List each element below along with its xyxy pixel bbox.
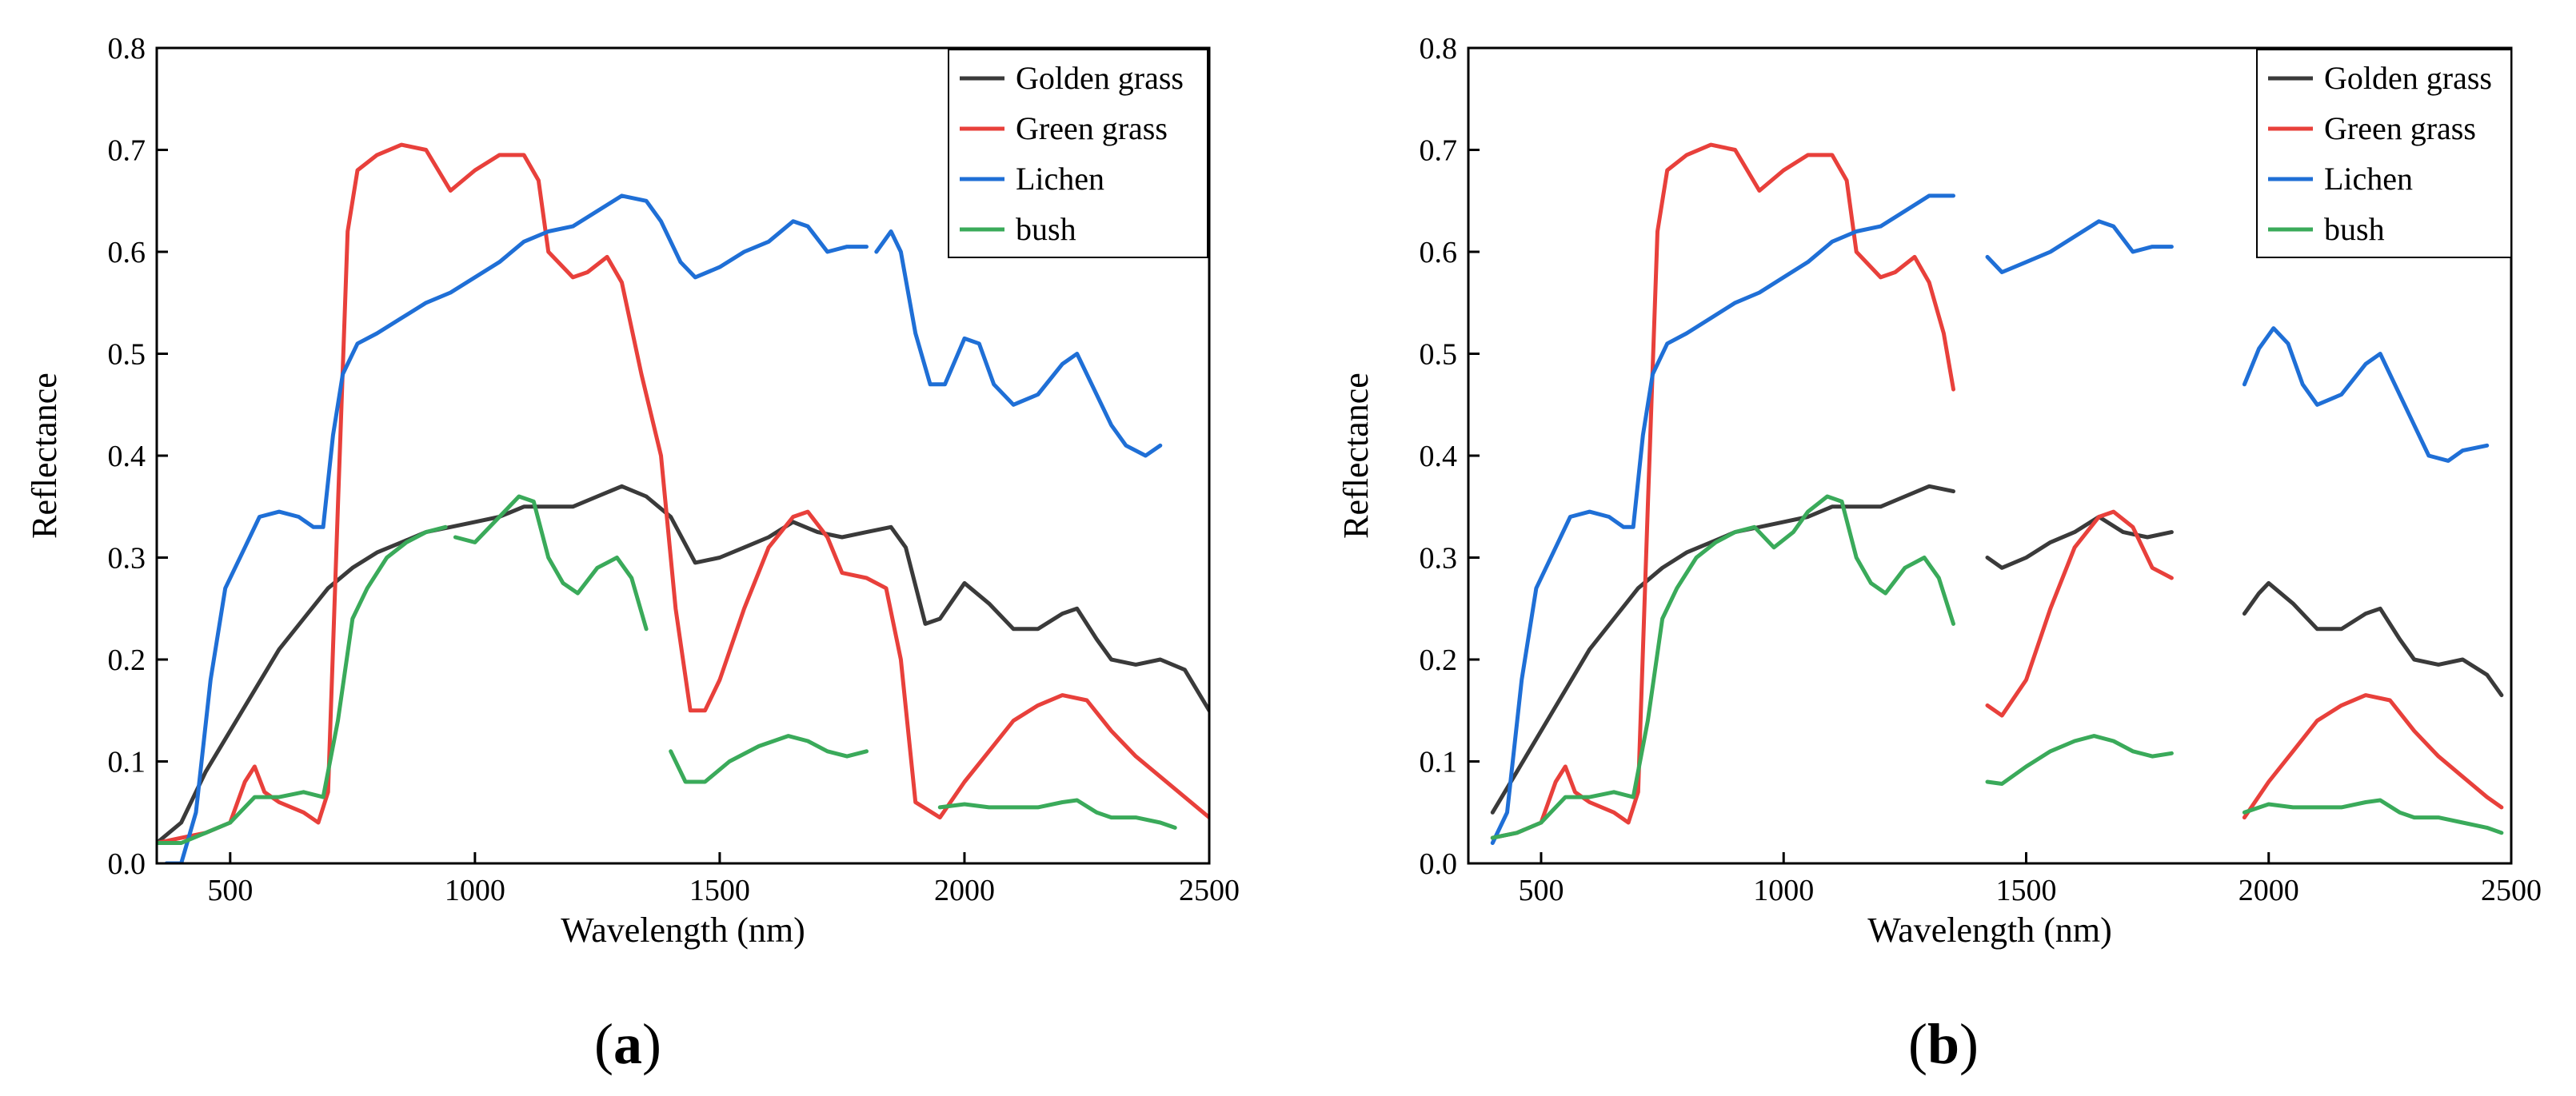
y-tick-label: 0.7: [108, 134, 146, 168]
x-tick-label: 2000: [2239, 874, 2299, 907]
series-line-bush-seg-3: [937, 798, 1177, 830]
x-tick-label: 2500: [1179, 874, 1240, 907]
y-tick-label: 0.0: [108, 847, 146, 881]
x-tick-label: 500: [1518, 874, 1564, 907]
y-tick-label: 0.8: [1420, 32, 1458, 66]
y-tick-label: 0.1: [1420, 746, 1458, 779]
series-line-lichen-seg-0: [1490, 193, 1955, 845]
y-tick-label: 0.0: [1420, 847, 1458, 881]
chart-panel-b: 0.0 0.1 0.2 0.3 0.4 0.5 0.6 0.7 0.8 500 1000 1500 20…: [1336, 32, 2542, 1076]
panel-label-letter: b: [1927, 1012, 1959, 1076]
x-tick-label: 1000: [445, 874, 505, 907]
y-axis-title: Reflectance: [25, 373, 64, 539]
y-tick-label: 0.7: [1420, 134, 1458, 168]
series-line-bush-seg-0: [157, 524, 448, 845]
x-tick-label: 2500: [2481, 874, 2542, 907]
x-tick-label: 2000: [934, 874, 995, 907]
panel-label: (b): [1908, 1012, 1979, 1076]
legend-entry: Golden grass: [2324, 60, 2492, 96]
y-tick-label: 0.6: [1420, 236, 1458, 269]
y-axis-title: Reflectance: [1336, 373, 1376, 539]
legend: Golden grass Green grass Lichen bush: [948, 49, 1208, 258]
panel-label-open-paren: (: [594, 1012, 613, 1076]
panel-label-close-paren: ): [642, 1012, 661, 1076]
y-tick-label: 0.4: [1420, 440, 1458, 473]
legend-entry: Lichen: [1016, 161, 1104, 197]
legend-box: [2256, 49, 2512, 258]
y-tick-label: 0.3: [108, 542, 146, 576]
series-line-bush-seg-1: [1985, 734, 2174, 786]
panel-label-open-paren: (: [1908, 1012, 1927, 1076]
legend-entry: Green grass: [1016, 110, 1168, 146]
series-line-green-grass-seg-1: [1985, 509, 2174, 718]
chart-panel-a: 0.0 0.1 0.2 0.3 0.4 0.5 0.6 0.7 0.8 500 1000 1500 20…: [25, 32, 1240, 1076]
x-tick-label: 1500: [1995, 874, 2056, 907]
legend-entry: bush: [1016, 211, 1076, 247]
series-line-green-grass-seg-0: [1490, 142, 1955, 840]
y-tick-label: 0.5: [1420, 338, 1458, 372]
legend: Golden grass Green grass Lichen bush: [2256, 49, 2512, 258]
x-axis-title: Wavelength (nm): [1867, 911, 2112, 950]
series-line-green-grass-seg-2: [2242, 693, 2504, 820]
y-tick-label: 0.6: [108, 236, 146, 269]
series-line-lichen-seg-1: [874, 229, 1163, 458]
y-tick-label: 0.2: [108, 644, 146, 677]
series-line-bush-seg-0: [1490, 494, 1955, 840]
series-line-lichen-seg-0: [164, 193, 869, 863]
x-tick-label: 1500: [689, 874, 750, 907]
series-line-golden-grass-seg-0: [157, 484, 1209, 845]
y-tick-label: 0.4: [108, 440, 146, 473]
series-line-golden-grass-seg-1: [1985, 515, 2174, 570]
panel-label-letter: a: [613, 1012, 642, 1076]
y-tick-label: 0.2: [1420, 644, 1458, 677]
series-line-bush-seg-1: [453, 494, 649, 632]
series-line-green-grass-seg-0: [157, 142, 1209, 845]
panel-label-close-paren: ): [1959, 1012, 1979, 1076]
y-tick-label: 0.3: [1420, 542, 1458, 576]
y-tick-label: 0.5: [108, 338, 146, 372]
legend-entry: bush: [2324, 211, 2385, 247]
series-line-lichen-seg-1: [1985, 219, 2174, 274]
series-lines: [157, 142, 1209, 863]
x-tick-label: 500: [207, 874, 253, 907]
series-line-golden-grass-seg-2: [2242, 580, 2504, 698]
series-line-bush-seg-2: [669, 734, 869, 784]
x-axis-title: Wavelength (nm): [561, 911, 805, 950]
series-line-lichen-seg-2: [2242, 326, 2490, 463]
panel-label: (a): [594, 1012, 661, 1076]
y-tick-label: 0.1: [108, 746, 146, 779]
y-tick-label: 0.8: [108, 32, 146, 66]
series-line-bush-seg-2: [2242, 798, 2504, 835]
legend-entry: Green grass: [2324, 110, 2476, 146]
x-tick-label: 1000: [1753, 874, 1814, 907]
legend-entry: Golden grass: [1016, 60, 1184, 96]
legend-box: [948, 49, 1208, 258]
legend-entry: Lichen: [2324, 161, 2413, 197]
series-lines: [1490, 142, 2504, 845]
